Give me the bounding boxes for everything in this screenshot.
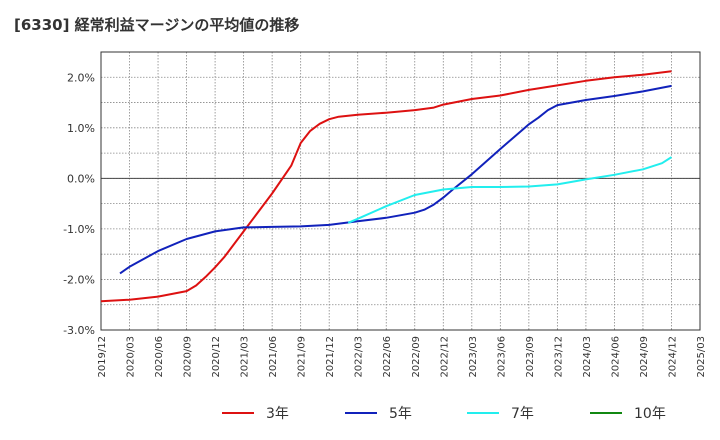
- x-axis: 2019/12 2020/03 2020/06 2020/09 2020/12 2021/…: [97, 336, 707, 378]
- x-tick-label: 2021/12: [325, 336, 336, 378]
- x-tick-label: 2023/09: [525, 336, 536, 378]
- y-tick-label: -3.0%: [63, 324, 95, 337]
- y-axis: 2.0% 1.0% 0.0% -1.0% -2.0% -3.0%: [63, 71, 95, 337]
- x-tick-label: 2021/06: [268, 336, 279, 378]
- x-tick-label: 2023/06: [496, 336, 507, 378]
- x-tick-label: 2020/09: [183, 336, 194, 378]
- legend-label: 7年: [511, 406, 534, 422]
- x-tick-label: 2023/03: [468, 336, 479, 378]
- x-tick-label: 2025/03: [696, 336, 707, 378]
- y-tick-label: 1.0%: [67, 122, 95, 135]
- series-line: [100, 70, 672, 303]
- x-tick-label: 2022/09: [411, 336, 422, 378]
- x-tick-label: 2020/06: [154, 336, 165, 378]
- x-tick-label: 2020/03: [126, 336, 137, 378]
- x-tick-label: 2021/03: [240, 336, 251, 378]
- x-tick-label: 2022/12: [439, 336, 450, 378]
- y-tick-label: 0.0%: [67, 172, 95, 185]
- legend-label: 5年: [389, 406, 412, 422]
- legend-label: 10年: [634, 406, 666, 422]
- y-tick-label: -1.0%: [63, 223, 95, 236]
- x-tick-label: 2024/09: [639, 336, 650, 378]
- x-tick-label: 2024/06: [610, 336, 621, 378]
- y-tick-label: 2.0%: [67, 71, 95, 84]
- y-tick-label: -2.0%: [63, 273, 95, 286]
- series-line: [347, 156, 673, 224]
- series-line: [119, 84, 672, 275]
- x-tick-label: 2024/12: [667, 336, 678, 378]
- chart-title: [6330] 経常利益マージンの平均値の推移: [14, 16, 300, 34]
- legend: 3年 5年 7年 10年: [222, 406, 666, 422]
- x-tick-label: 2023/12: [553, 336, 564, 378]
- legend-label: 3年: [266, 406, 289, 422]
- x-tick-label: 2022/06: [382, 336, 393, 378]
- x-tick-label: 2021/09: [297, 336, 308, 378]
- x-tick-label: 2022/03: [354, 336, 365, 378]
- series-lines: [100, 70, 673, 303]
- x-tick-label: 2019/12: [97, 336, 108, 378]
- x-tick-label: 2024/03: [582, 336, 593, 378]
- plot-area: [100, 51, 701, 331]
- x-tick-label: 2020/12: [211, 336, 222, 378]
- plot-frame: [100, 51, 701, 331]
